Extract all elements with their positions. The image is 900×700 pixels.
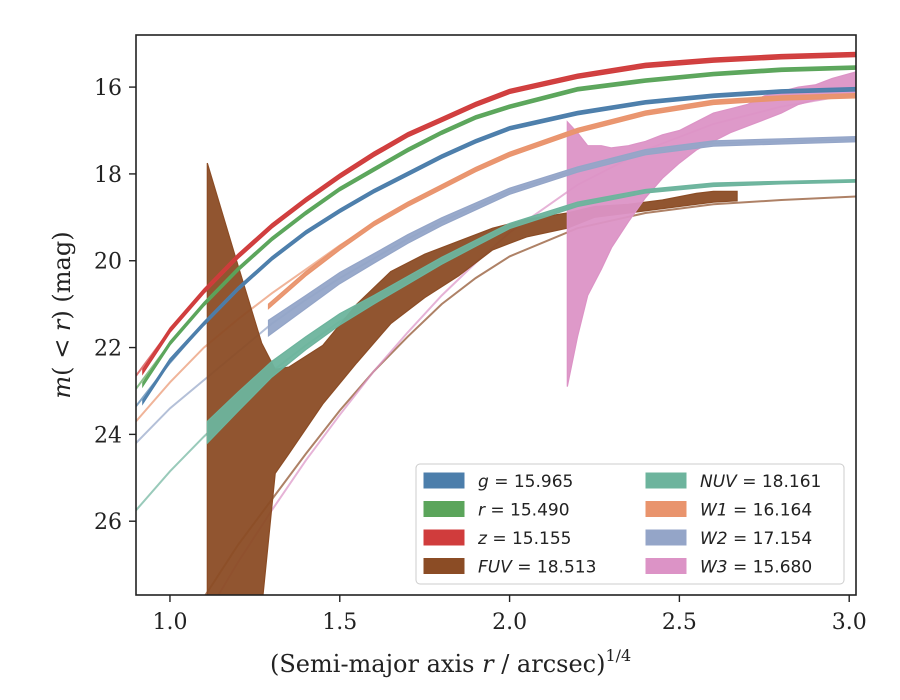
x-axis: 1.0 1.5 2.0 2.5 3.0 [152, 595, 867, 635]
plot-frame [135, 34, 857, 596]
x-tick-label: 2.5 [662, 610, 697, 635]
data-band-fuv [206, 162, 738, 595]
legend-label-g: g = 15.965 [478, 472, 573, 492]
y-tick-label: 20 [94, 250, 122, 275]
legend-label-z: z = 15.155 [477, 529, 571, 549]
y-axis: 16 18 20 22 24 26 [94, 76, 136, 535]
data-band-r [142, 65, 856, 389]
x-tick-label: 2.0 [492, 610, 527, 635]
legend-box [415, 463, 845, 585]
legend-label-fuv: FUV = 18.513 [478, 558, 596, 578]
legend-swatch-w1 [645, 501, 687, 517]
y-tick-label: 16 [94, 76, 122, 101]
data-band-w1 [267, 92, 856, 310]
legend-swatch-w3 [645, 558, 687, 574]
model-curve-fuv [204, 195, 856, 595]
plot-area [136, 51, 856, 595]
y-axis-label: m( < r) (mag) [48, 231, 76, 398]
data-band-z [142, 51, 856, 376]
y-tick-label: 22 [94, 337, 122, 362]
legend-label-w1: W1 = 16.164 [700, 501, 812, 521]
x-axis-label: (Semi-major axis r / arcsec)1/4 [270, 646, 631, 678]
legend: g = 15.965 r = 15.490 z = 15.155 FUV = 18.5… [415, 463, 845, 585]
legend-label-r: r = 15.490 [478, 501, 570, 521]
y-tick-label: 18 [94, 163, 122, 188]
legend-label-w3: W3 = 15.680 [700, 558, 812, 578]
data-band-g [142, 86, 856, 406]
legend-swatch-fuv [423, 558, 465, 574]
y-tick-label: 24 [94, 423, 122, 448]
legend-swatch-g [423, 472, 465, 489]
legend-swatch-w2 [645, 529, 687, 546]
legend-swatch-nuv [645, 472, 687, 489]
legend-label-nuv: NUV = 18.161 [700, 472, 821, 492]
x-tick-label: 3.0 [832, 610, 867, 635]
x-tick-label: 1.0 [152, 610, 187, 635]
data-band-nuv [206, 178, 856, 445]
legend-swatch-z [423, 529, 465, 546]
y-tick-label: 26 [94, 510, 122, 535]
legend-swatch-r [423, 501, 465, 517]
legend-label-w2: W2 = 17.154 [700, 529, 812, 549]
x-tick-label: 1.5 [322, 610, 357, 635]
data-band-w2 [267, 135, 856, 337]
